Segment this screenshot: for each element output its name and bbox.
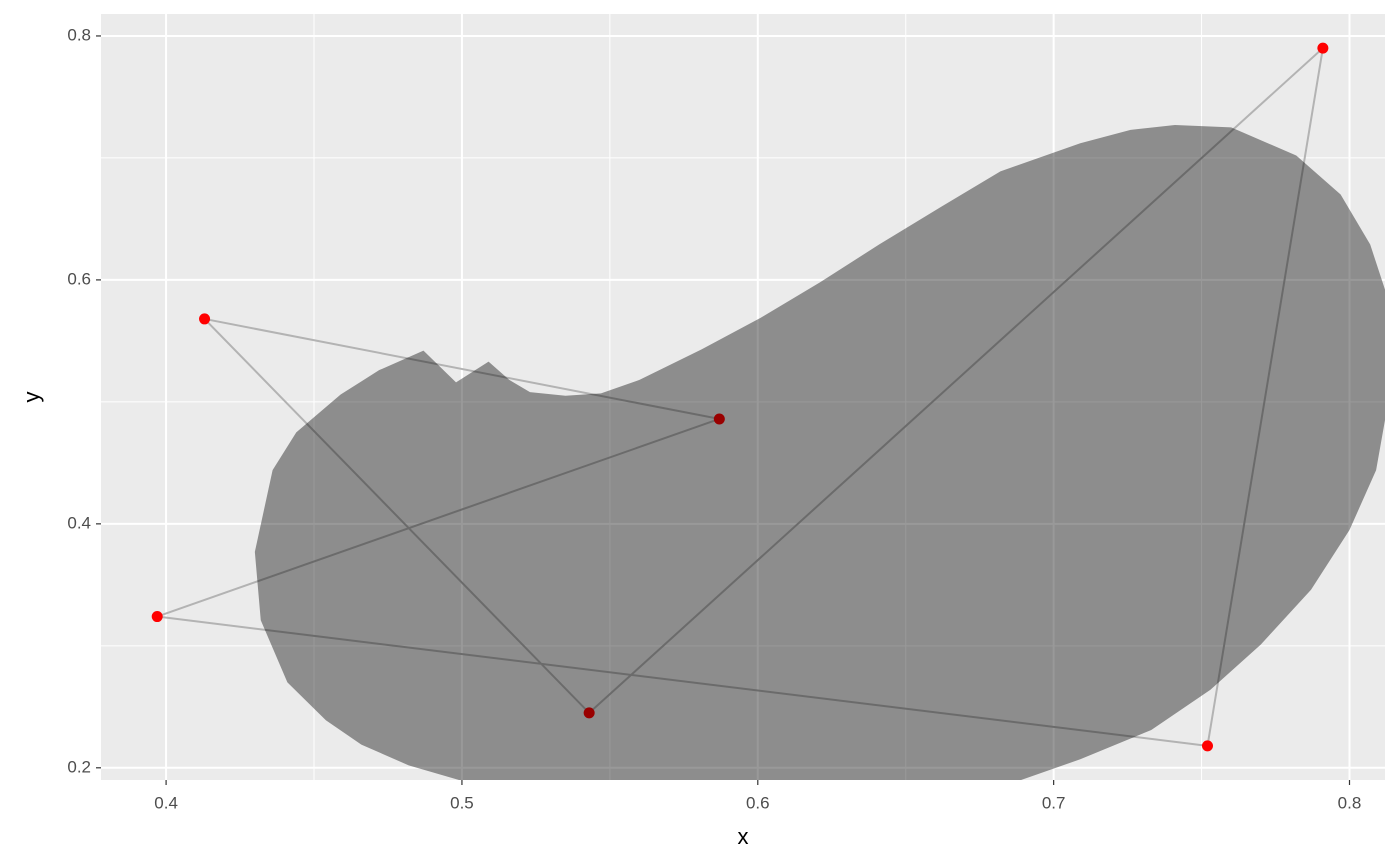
x-tick-label: 0.4 <box>154 793 178 812</box>
marks <box>151 42 1385 780</box>
y-tick-label: 0.8 <box>67 25 91 44</box>
region <box>254 124 1385 780</box>
grid <box>101 14 1385 780</box>
point <box>1201 740 1213 752</box>
x-tick-label: 0.5 <box>450 793 474 812</box>
point <box>1317 42 1329 54</box>
axes: 0.4 0.5 0.6 0.7 0.8 0.2 0.4 0.6 0.8 <box>67 25 1361 812</box>
y-tick-label: 0.2 <box>67 757 91 776</box>
x-tick-label: 0.6 <box>746 793 770 812</box>
x-tick-label: 0.8 <box>1338 793 1362 812</box>
point <box>713 413 725 425</box>
point <box>151 611 163 623</box>
point <box>583 707 595 719</box>
point <box>199 313 211 325</box>
panel <box>101 14 1385 780</box>
y-tick-label: 0.4 <box>67 513 91 532</box>
y-tick-label: 0.6 <box>67 269 91 288</box>
x-axis-title: x <box>738 824 749 849</box>
x-tick-label: 0.7 <box>1042 793 1066 812</box>
y-axis-title: y <box>19 392 44 403</box>
